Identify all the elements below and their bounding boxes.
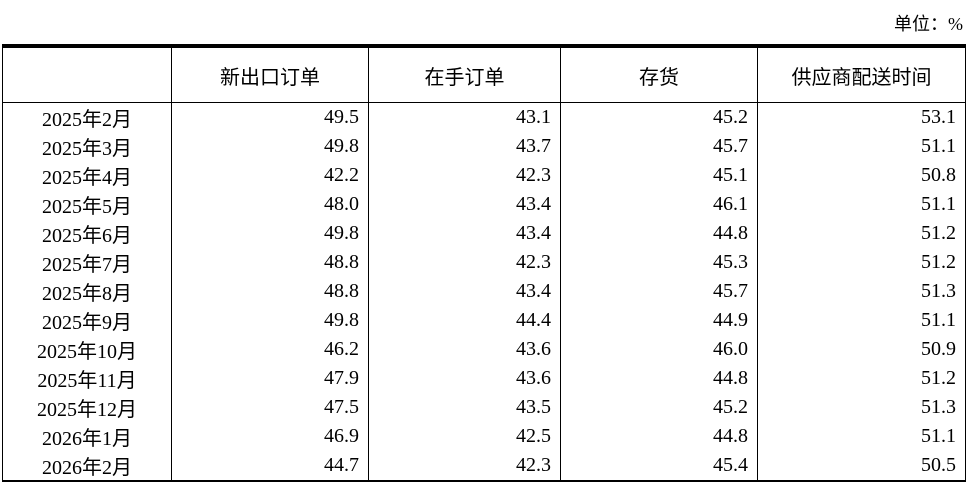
value-cell: 46.1: [560, 190, 758, 219]
value-cell: 42.5: [368, 422, 561, 451]
value-cell: 51.1: [757, 132, 966, 161]
table-row: 2025年7月 48.8 42.3 45.3 51.2: [2, 248, 966, 277]
value-cell: 48.8: [171, 248, 369, 277]
value-cell: 43.4: [368, 190, 561, 219]
value-cell: 42.3: [368, 451, 561, 482]
value-cell: 43.4: [368, 219, 561, 248]
value-cell: 43.6: [368, 364, 561, 393]
table-row: 2025年6月 49.8 43.4 44.8 51.2: [2, 219, 966, 248]
value-cell: 44.9: [560, 306, 758, 335]
month-cell: 2026年2月: [2, 451, 172, 482]
value-cell: 44.8: [560, 422, 758, 451]
month-cell: 2025年4月: [2, 161, 172, 190]
value-cell: 48.0: [171, 190, 369, 219]
value-cell: 53.1: [757, 102, 966, 132]
month-cell: 2026年1月: [2, 422, 172, 451]
month-cell: 2025年5月: [2, 190, 172, 219]
header-cell: 新出口订单: [171, 46, 369, 103]
unit-label: 单位：%: [894, 14, 963, 34]
value-cell: 43.1: [368, 102, 561, 132]
value-cell: 50.9: [757, 335, 966, 364]
value-cell: 45.2: [560, 393, 758, 422]
value-cell: 51.3: [757, 277, 966, 306]
value-cell: 51.2: [757, 219, 966, 248]
month-cell: 2025年9月: [2, 306, 172, 335]
value-cell: 43.7: [368, 132, 561, 161]
month-cell: 2025年3月: [2, 132, 172, 161]
value-cell: 51.1: [757, 422, 966, 451]
month-cell: 2025年10月: [2, 335, 172, 364]
value-cell: 46.0: [560, 335, 758, 364]
table-row: 2026年2月 44.7 42.3 45.4 50.5: [2, 451, 966, 482]
value-cell: 46.2: [171, 335, 369, 364]
value-cell: 45.2: [560, 102, 758, 132]
value-cell: 44.8: [560, 219, 758, 248]
value-cell: 50.8: [757, 161, 966, 190]
value-cell: 43.6: [368, 335, 561, 364]
value-cell: 44.8: [560, 364, 758, 393]
table-row: 2025年10月 46.2 43.6 46.0 50.9: [2, 335, 966, 364]
pmi-subindices-table: 新出口订单 在手订单 存货 供应商配送时间 2025年2月 49.5 43.1 45.2 53…: [2, 44, 966, 482]
table-row: 2025年5月 48.0 43.4 46.1 51.1: [2, 190, 966, 219]
month-cell: 2025年7月: [2, 248, 172, 277]
value-cell: 45.7: [560, 132, 758, 161]
table-header-row: 新出口订单 在手订单 存货 供应商配送时间: [2, 46, 966, 103]
value-cell: 50.5: [757, 451, 966, 482]
month-cell: 2025年12月: [2, 393, 172, 422]
value-cell: 49.8: [171, 132, 369, 161]
header-cell: 供应商配送时间: [757, 46, 966, 103]
table-row: 2025年2月 49.5 43.1 45.2 53.1: [2, 102, 966, 132]
value-cell: 45.4: [560, 451, 758, 482]
value-cell: 51.2: [757, 364, 966, 393]
value-cell: 45.7: [560, 277, 758, 306]
table-row: 2025年8月 48.8 43.4 45.7 51.3: [2, 277, 966, 306]
value-cell: 49.8: [171, 306, 369, 335]
value-cell: 44.7: [171, 451, 369, 482]
value-cell: 45.1: [560, 161, 758, 190]
header-cell: 在手订单: [368, 46, 561, 103]
value-cell: 51.2: [757, 248, 966, 277]
table-row: 2026年1月 46.9 42.5 44.8 51.1: [2, 422, 966, 451]
month-cell: 2025年8月: [2, 277, 172, 306]
month-cell: 2025年2月: [2, 102, 172, 132]
value-cell: 43.5: [368, 393, 561, 422]
value-cell: 51.3: [757, 393, 966, 422]
table-body: 2025年2月 49.5 43.1 45.2 53.1 2025年3月 49.8 43.7 45…: [2, 102, 966, 482]
header-cell: 存货: [560, 46, 758, 103]
value-cell: 43.4: [368, 277, 561, 306]
month-cell: 2025年6月: [2, 219, 172, 248]
value-cell: 48.8: [171, 277, 369, 306]
value-cell: 47.5: [171, 393, 369, 422]
month-cell: 2025年11月: [2, 364, 172, 393]
value-cell: 42.3: [368, 248, 561, 277]
table-row: 2025年9月 49.8 44.4 44.9 51.1: [2, 306, 966, 335]
table-row: 2025年3月 49.8 43.7 45.7 51.1: [2, 132, 966, 161]
table-row: 2025年11月 47.9 43.6 44.8 51.2: [2, 364, 966, 393]
value-cell: 49.8: [171, 219, 369, 248]
value-cell: 47.9: [171, 364, 369, 393]
table-row: 2025年4月 42.2 42.3 45.1 50.8: [2, 161, 966, 190]
value-cell: 44.4: [368, 306, 561, 335]
value-cell: 42.3: [368, 161, 561, 190]
value-cell: 42.2: [171, 161, 369, 190]
value-cell: 46.9: [171, 422, 369, 451]
value-cell: 51.1: [757, 306, 966, 335]
value-cell: 51.1: [757, 190, 966, 219]
table-row: 2025年12月 47.5 43.5 45.2 51.3: [2, 393, 966, 422]
value-cell: 49.5: [171, 102, 369, 132]
header-cell-month: [2, 46, 172, 103]
value-cell: 45.3: [560, 248, 758, 277]
